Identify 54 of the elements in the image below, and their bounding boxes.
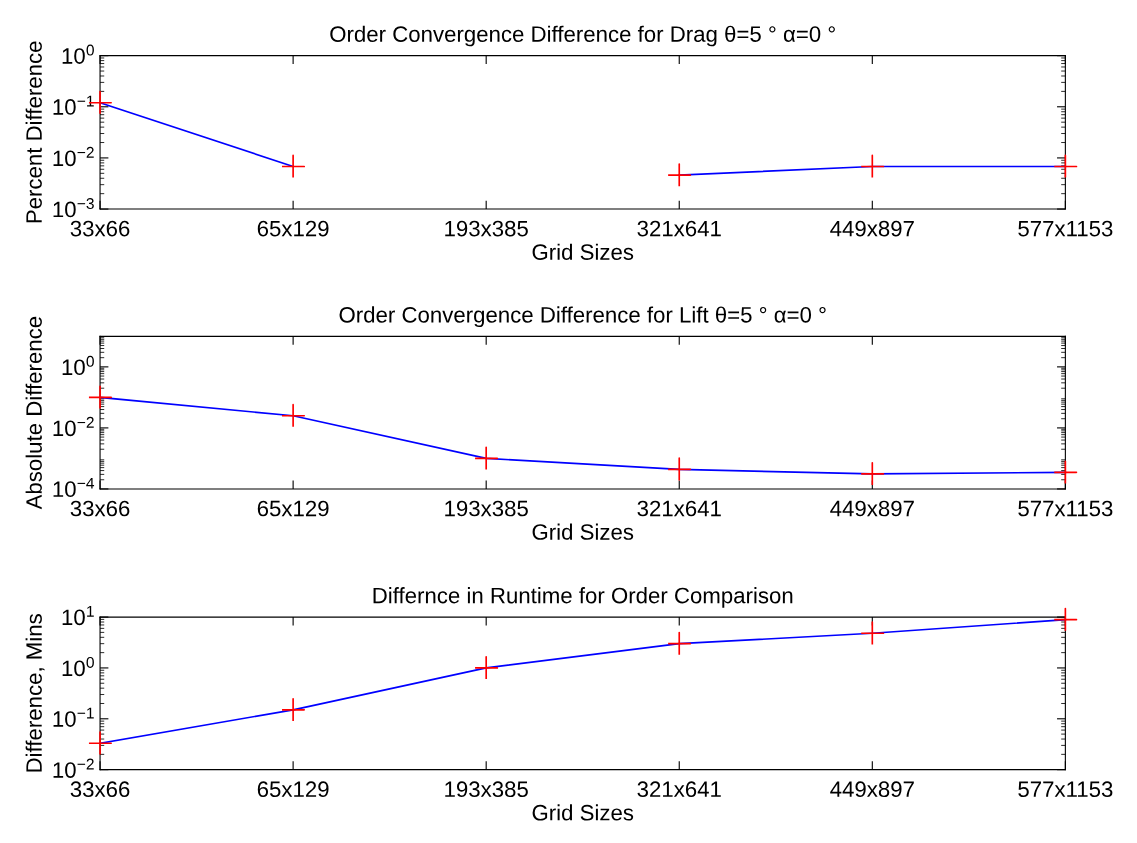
y-tick-label: 10$^{−1}$: [53, 707, 94, 727]
x-tick-label: 321x641: [637, 781, 721, 798]
x-tick-label: 449x897: [830, 220, 914, 237]
point: [667, 457, 692, 482]
point: [88, 731, 113, 756]
x-tick-label: 577x1153: [1018, 500, 1113, 517]
point: [88, 385, 113, 410]
point: [1053, 154, 1078, 179]
x-tick-label: 449x897: [830, 781, 914, 798]
x-axis-title: Grid Sizes: [532, 804, 634, 821]
x-tick-label: 577x1153: [1018, 781, 1113, 798]
x-tick-label: 321x641: [637, 500, 721, 517]
x-tick-label: 193x385: [445, 781, 528, 798]
point: [860, 154, 885, 179]
y-axis-title: Percent Difference: [25, 41, 42, 223]
point: [667, 631, 692, 656]
x-tick-label: 193x385: [445, 220, 528, 237]
x-tick-label: 33x66: [70, 220, 130, 237]
x-tick-label: 65x129: [257, 781, 329, 798]
x-tick-label: 449x897: [830, 500, 914, 517]
point: [474, 655, 499, 680]
y-tick-label: 10$^{−4}$: [53, 477, 95, 498]
y-tick-label: 10$^{0}$: [62, 656, 94, 677]
y-tick-label: 10$^{−1}$: [53, 95, 94, 115]
chart-title: Order Convergence Difference for Lift θ=5 ° α=0 °: [339, 306, 826, 328]
y-tick-label: 10$^{1}$: [62, 606, 94, 626]
point: [860, 621, 885, 646]
x-tick-label: 65x129: [257, 220, 329, 237]
point: [281, 154, 306, 179]
point: [667, 163, 692, 188]
x-axis-title: Grid Sizes: [532, 243, 634, 260]
y-tick-label: 10$^{0}$: [62, 355, 94, 376]
point: [1053, 460, 1078, 485]
y-tick-label: 10$^{0}$: [62, 44, 94, 64]
x-tick-label: 577x1153: [1018, 220, 1113, 237]
y-axis-title: Difference, Mins: [25, 614, 45, 772]
y-tick-label: 10$^{−2}$: [53, 758, 94, 778]
y-tick-label: 10$^{−2}$: [53, 416, 94, 437]
chart-title: Order Convergence Difference for Drag θ=5 ° α=0 °: [330, 25, 835, 47]
x-tick-label: 321x641: [637, 220, 721, 237]
point: [1053, 607, 1078, 632]
x-tick-label: 33x66: [70, 500, 130, 517]
chart-title: Differnce in Runtime for Order Comparison: [373, 587, 793, 608]
point: [281, 403, 306, 428]
x-tick-label: 65x129: [257, 500, 329, 517]
point: [281, 697, 306, 722]
point: [860, 461, 885, 486]
point: [474, 446, 499, 471]
y-tick-label: 10$^{−2}$: [53, 146, 94, 167]
y-axis-title: Absolute Difference: [25, 316, 42, 510]
x-tick-label: 193x385: [445, 500, 528, 517]
x-axis-title: Grid Sizes: [532, 523, 634, 540]
y-tick-label: 10$^{−3}$: [53, 198, 94, 218]
x-tick-label: 33x66: [70, 781, 130, 798]
